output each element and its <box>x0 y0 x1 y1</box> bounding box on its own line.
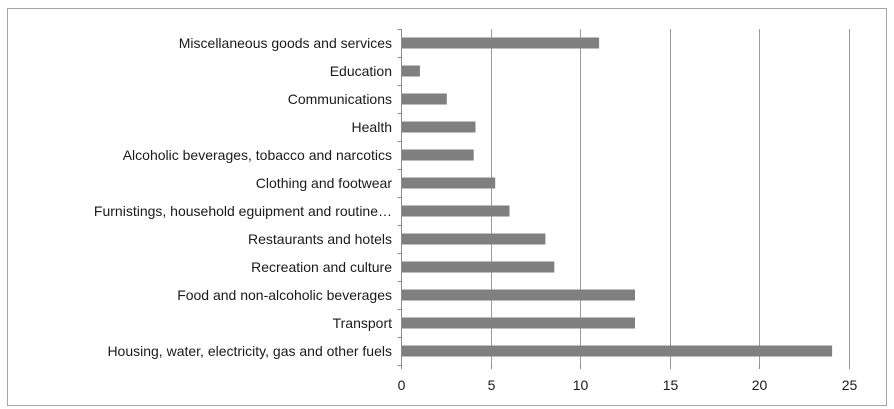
bar-6 <box>402 205 510 217</box>
category-label-8: Recreation and culture <box>251 259 392 275</box>
category-label-9: Food and non-alcoholic beverages <box>177 287 392 303</box>
category-label-1: Education <box>330 63 392 79</box>
bar-1 <box>402 65 420 77</box>
bar-8 <box>402 261 555 273</box>
bar-4 <box>402 149 474 161</box>
axes <box>397 29 850 369</box>
bar-5 <box>402 177 496 189</box>
category-label-10: Transport <box>333 315 393 331</box>
x-tick-label-25: 25 <box>842 377 858 393</box>
bar-2 <box>402 93 447 105</box>
x-tick-label-5: 5 <box>488 377 496 393</box>
category-label-2: Communications <box>288 91 392 107</box>
x-tick-label-15: 15 <box>663 377 679 393</box>
x-tick-label-10: 10 <box>573 377 589 393</box>
category-label-6: Furnistings, household eguipment and rou… <box>94 203 392 219</box>
bars <box>402 37 833 357</box>
bar-chart: Miscellaneous goods and services Educatio… <box>94 29 858 393</box>
category-label-4: Alcoholic beverages, tobacco and narcoti… <box>123 147 392 163</box>
bar-0 <box>402 37 600 49</box>
bar-7 <box>402 233 546 245</box>
category-label-3: Health <box>352 119 392 135</box>
gridlines <box>491 29 850 365</box>
tick-labels: 0 5 10 15 20 25 <box>398 377 858 393</box>
bar-11 <box>402 345 833 357</box>
x-tick-label-20: 20 <box>752 377 768 393</box>
category-label-7: Restaurants and hotels <box>248 231 392 247</box>
category-label-0: Miscellaneous goods and services <box>179 35 392 51</box>
x-tick-label-0: 0 <box>398 377 406 393</box>
bar-3 <box>402 121 476 133</box>
category-label-5: Clothing and footwear <box>256 175 393 191</box>
category-labels: Miscellaneous goods and services Educatio… <box>94 35 392 359</box>
category-label-11: Housing, water, electricity, gas and oth… <box>107 343 392 359</box>
bar-9 <box>402 289 635 301</box>
bar-10 <box>402 317 635 329</box>
chart-frame: Miscellaneous goods and services Educatio… <box>7 8 887 406</box>
